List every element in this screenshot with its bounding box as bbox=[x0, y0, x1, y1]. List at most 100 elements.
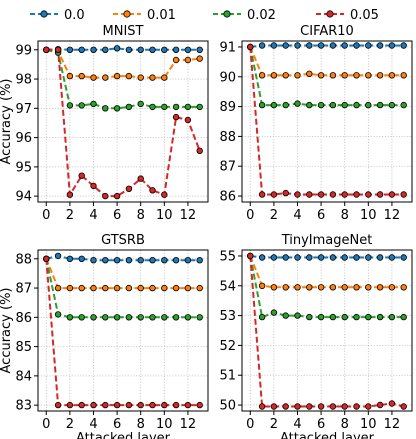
data-point-0.02 bbox=[196, 103, 203, 111]
data-point-0.01 bbox=[400, 284, 407, 291]
data-point-0.01 bbox=[66, 72, 74, 80]
data-point-0.01 bbox=[113, 284, 121, 292]
data-point-0.05 bbox=[196, 401, 203, 409]
data-point-0.05 bbox=[43, 46, 50, 53]
data-point-0.05 bbox=[294, 191, 301, 198]
series-line-0.05 bbox=[46, 48, 201, 198]
data-point-0.01 bbox=[184, 56, 192, 64]
data-point-0.05 bbox=[247, 43, 254, 51]
data-point-0.01 bbox=[149, 74, 156, 81]
data-point-0.0 bbox=[376, 254, 384, 261]
data-point-0.01 bbox=[388, 284, 396, 291]
data-point-0.01 bbox=[196, 284, 203, 292]
data-point-0.02 bbox=[329, 313, 337, 321]
data-point-0.05 bbox=[306, 403, 313, 410]
y-tick-label: 55 bbox=[219, 249, 236, 264]
data-point-0.0 bbox=[172, 257, 180, 264]
data-point-0.02 bbox=[270, 309, 278, 316]
data-point-0.02 bbox=[388, 101, 396, 109]
y-tick-label: 50 bbox=[219, 399, 236, 414]
x-tick-label: 6 bbox=[113, 417, 121, 432]
x-tick-label: 2 bbox=[270, 208, 278, 223]
data-point-0.05 bbox=[43, 255, 50, 262]
data-point-0.01 bbox=[365, 284, 372, 291]
data-point-0.01 bbox=[270, 72, 278, 79]
data-point-0.05 bbox=[172, 113, 180, 121]
data-point-0.05 bbox=[137, 175, 144, 182]
data-point-0.01 bbox=[376, 284, 384, 291]
plot-frame bbox=[241, 249, 413, 412]
data-point-0.02 bbox=[137, 100, 144, 108]
data-point-0.0 bbox=[149, 46, 156, 53]
data-point-0.05 bbox=[353, 191, 360, 198]
data-point-0.05 bbox=[113, 192, 121, 200]
data-point-0.01 bbox=[161, 284, 168, 292]
y-tick-label: 97 bbox=[15, 102, 32, 117]
y-tick-label: 96 bbox=[15, 131, 32, 146]
data-point-0.01 bbox=[90, 74, 97, 81]
legend-entry: 0.05 bbox=[316, 8, 379, 23]
data-point-0.05 bbox=[258, 403, 266, 410]
series-line-0.01 bbox=[249, 46, 404, 77]
y-tick-label: 89 bbox=[219, 100, 236, 115]
data-point-0.01 bbox=[294, 284, 301, 291]
data-point-0.0 bbox=[365, 42, 372, 49]
data-point-0.0 bbox=[353, 42, 360, 49]
panel-title: CIFAR10 bbox=[300, 24, 354, 39]
data-point-0.0 bbox=[125, 257, 133, 264]
x-tick-label: 4 bbox=[89, 417, 97, 432]
x-tick-label: 10 bbox=[360, 417, 377, 432]
plot-frame bbox=[37, 249, 209, 412]
data-point-0.0 bbox=[329, 42, 337, 49]
x-tick-label: 6 bbox=[317, 208, 325, 223]
y-tick-label: 94 bbox=[15, 190, 32, 205]
data-point-0.01 bbox=[125, 284, 133, 292]
data-point-0.01 bbox=[161, 74, 168, 81]
data-point-0.0 bbox=[400, 42, 407, 49]
data-point-0.05 bbox=[149, 401, 156, 409]
data-point-0.01 bbox=[172, 56, 180, 64]
data-point-0.05 bbox=[102, 192, 109, 200]
legend-marker bbox=[223, 10, 231, 18]
data-point-0.0 bbox=[184, 257, 192, 264]
y-tick-label: 90 bbox=[219, 70, 236, 85]
data-point-0.02 bbox=[341, 101, 348, 109]
data-point-0.01 bbox=[78, 72, 85, 80]
data-point-0.01 bbox=[270, 284, 278, 291]
data-point-0.01 bbox=[329, 72, 337, 79]
y-tick-label: 99 bbox=[15, 43, 32, 58]
data-point-0.05 bbox=[341, 403, 348, 410]
data-point-0.0 bbox=[388, 254, 396, 261]
data-point-0.0 bbox=[270, 42, 278, 49]
x-tick-label: 0 bbox=[42, 208, 50, 223]
data-point-0.05 bbox=[90, 182, 97, 190]
data-point-0.05 bbox=[365, 403, 372, 410]
data-point-0.0 bbox=[294, 254, 301, 261]
data-point-0.02 bbox=[78, 102, 85, 109]
data-point-0.05 bbox=[78, 401, 85, 409]
x-tick-label: 12 bbox=[384, 417, 401, 432]
data-point-0.05 bbox=[102, 401, 109, 409]
data-point-0.02 bbox=[149, 103, 156, 111]
data-point-0.0 bbox=[317, 42, 325, 49]
data-point-0.01 bbox=[282, 72, 289, 79]
data-point-0.05 bbox=[306, 191, 313, 198]
y-tick-label: 52 bbox=[219, 339, 236, 354]
x-tick-label: 2 bbox=[66, 417, 74, 432]
data-point-0.0 bbox=[113, 257, 121, 264]
data-point-0.0 bbox=[196, 46, 203, 53]
panel-gtsrb: 0 2 4 6 8 10 12 83 84 85 86 87 88 GTSRB Attacked layer… bbox=[0, 233, 209, 439]
data-point-0.0 bbox=[365, 254, 372, 261]
data-point-0.05 bbox=[78, 172, 85, 179]
x-axis-label: Attacked layer bbox=[76, 431, 171, 439]
data-point-0.02 bbox=[294, 100, 301, 107]
data-point-0.01 bbox=[388, 72, 396, 79]
x-tick-label: 8 bbox=[341, 417, 349, 432]
y-tick-label: 91 bbox=[219, 40, 236, 55]
data-point-0.05 bbox=[317, 403, 325, 410]
panel-mnist: 0 2 4 6 8 10 12 94 95 96 97 98 99 MNIST Accuracy (%) bbox=[0, 24, 209, 223]
data-point-0.0 bbox=[196, 257, 203, 264]
data-point-0.02 bbox=[282, 312, 289, 319]
data-point-0.02 bbox=[113, 105, 121, 112]
data-point-0.02 bbox=[282, 101, 289, 109]
